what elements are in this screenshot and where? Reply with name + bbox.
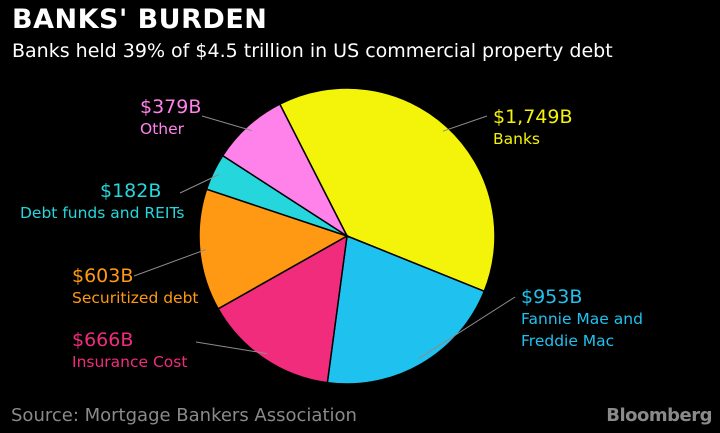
label-debtfunds: $182B Debt funds and REITs [20, 180, 184, 224]
leader-line-securitized [133, 249, 206, 277]
leader-line-debtfunds [179, 174, 220, 194]
name-label-fannie-line2: Freddie Mac [521, 332, 615, 350]
label-insurance: $666B Insurance Cost [72, 329, 187, 373]
pie-slice-banks [278, 87, 496, 293]
label-securitized: $603B Securitized debt [72, 265, 199, 309]
value-label-securitized: $603B [72, 265, 134, 287]
bloomberg-logo: Bloomberg [606, 405, 712, 426]
pie-slice-insurance [217, 234, 348, 384]
name-label-banks: Banks [493, 130, 541, 148]
value-label-insurance: $666B [72, 329, 134, 351]
leader-line-other [201, 115, 253, 132]
leader-line-banks [442, 115, 488, 132]
label-banks: $1,749B Banks [493, 106, 573, 150]
pie-slice-securitized [198, 188, 349, 310]
label-fannie: $953B Fannie Mae and Freddie Mac [521, 286, 643, 352]
source-note: Source: Mortgage Bankers Association [11, 405, 357, 426]
value-label-fannie: $953B [521, 286, 583, 308]
value-label-other: $379B [140, 96, 202, 118]
label-other: $379B Other [140, 96, 201, 140]
value-label-debtfunds: $182B [100, 180, 162, 202]
name-label-debtfunds: Debt funds and REITs [20, 204, 185, 222]
leader-line-fannie [418, 296, 516, 360]
chart-title: BANKS' BURDEN [12, 4, 268, 35]
name-label-insurance: Insurance Cost [72, 353, 188, 371]
pie-slice-fannie [326, 234, 486, 385]
name-label-fannie-line1: Fannie Mae and [521, 310, 643, 328]
name-label-other: Other [140, 120, 185, 138]
chart-subtitle: Banks held 39% of $4.5 trillion in US co… [12, 40, 613, 62]
value-label-banks: $1,749B [493, 106, 573, 128]
leader-line-insurance [195, 341, 268, 355]
name-label-securitized: Securitized debt [72, 289, 199, 307]
pie-slice-other [221, 103, 349, 239]
